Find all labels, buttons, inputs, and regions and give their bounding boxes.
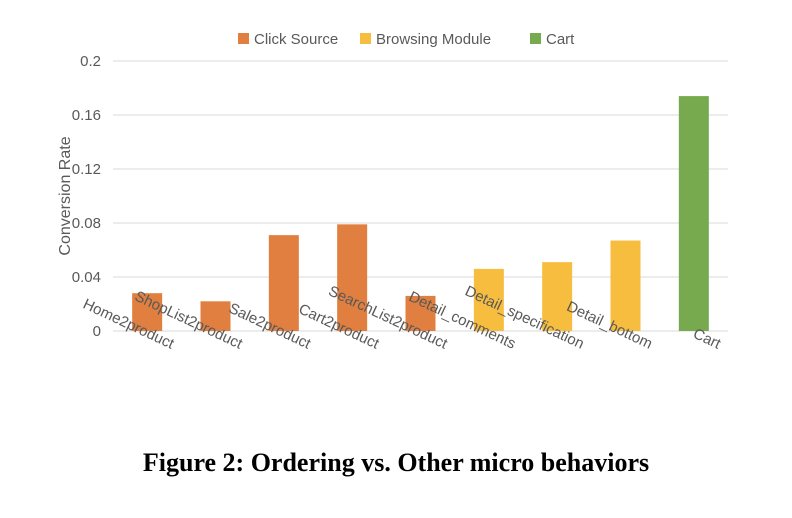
bar-chart: 00.040.080.120.160.2 Home2productShopLis… <box>57 31 728 353</box>
y-tick-label: 0.04 <box>72 269 101 286</box>
bar-cart <box>678 96 709 331</box>
figure-caption: Figure 2: Ordering vs. Other micro behav… <box>142 448 650 477</box>
y-tick-label: 0.08 <box>72 215 101 232</box>
legend-label: Click Source <box>254 31 338 48</box>
y-tick-label: 0.12 <box>72 161 101 178</box>
y-axis-title: Conversion Rate <box>57 136 74 255</box>
y-tick-labels: 0 0.04 0.08 0.12 0.16 0.2 <box>72 53 101 340</box>
legend-swatch <box>530 33 541 44</box>
bar-detail-bottom <box>610 240 641 331</box>
bar-sale2product <box>268 235 299 331</box>
bar-cart2product <box>337 224 368 331</box>
legend-swatch <box>238 33 249 44</box>
x-category-label: Cart <box>690 325 724 353</box>
bars <box>132 96 709 331</box>
bar-searchlist2product <box>405 295 436 331</box>
legend: Click Source Browsing Module Cart <box>238 31 575 48</box>
legend-swatch <box>360 33 371 44</box>
bar-shoplist2product <box>200 301 231 331</box>
bar-home2product <box>132 293 163 331</box>
legend-label: Browsing Module <box>376 31 491 48</box>
bar-detail-specification <box>542 262 573 331</box>
y-tick-label: 0 <box>93 323 101 340</box>
legend-label: Cart <box>546 31 575 48</box>
y-tick-label: 0.2 <box>80 53 101 70</box>
y-tick-label: 0.16 <box>72 107 101 124</box>
bar-detail-comments <box>473 268 504 331</box>
